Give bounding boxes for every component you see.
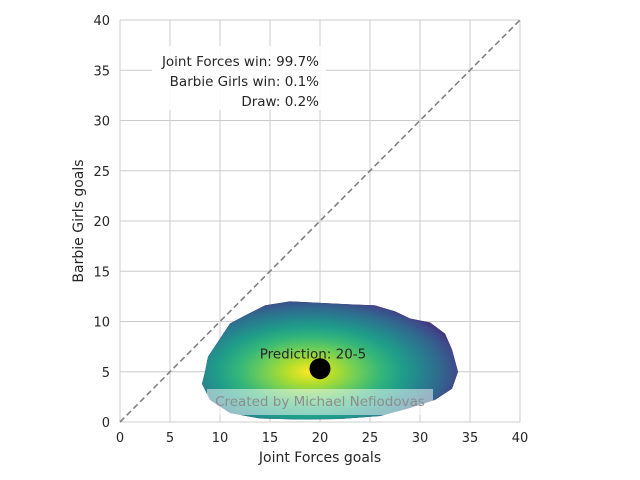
x-tick-label: 10 xyxy=(212,431,229,446)
x-tick-label: 5 xyxy=(166,431,174,446)
x-tick-label: 20 xyxy=(312,431,329,446)
probability-text: Barbie Girls win: 0.1% xyxy=(170,74,319,90)
y-tick-label: 5 xyxy=(102,366,110,381)
x-tick-label: 35 xyxy=(462,431,479,446)
tick-labels: 0 5 10 15 20 25 30 35 40 0 5 10 15 20 25 30 35 40 xyxy=(93,14,528,446)
probability-text: Draw: 0.2% xyxy=(241,94,319,110)
x-tick-label: 30 xyxy=(412,431,429,446)
probability-box-bg xyxy=(152,46,326,110)
x-tick-label: 0 xyxy=(116,431,124,446)
probability-box: Joint Forces win: 99.7% Barbie Girls win:… xyxy=(152,46,326,110)
x-axis-label: Joint Forces goals xyxy=(258,450,381,466)
y-tick-label: 10 xyxy=(93,316,110,331)
probability-text: Joint Forces win: 99.7% xyxy=(161,54,319,70)
x-tick-label: 25 xyxy=(362,431,379,446)
credit-layer: Created by Michael Nefiodovas xyxy=(207,389,433,415)
credit-box xyxy=(207,389,433,415)
x-tick-label: 15 xyxy=(262,431,279,446)
prediction-dot xyxy=(309,358,331,380)
y-tick-label: 0 xyxy=(102,416,110,431)
y-tick-label: 35 xyxy=(93,64,110,79)
y-tick-label: 15 xyxy=(93,265,110,280)
prediction-layer: Prediction: 20-5 xyxy=(260,347,367,380)
x-tick-label: 40 xyxy=(512,431,529,446)
prediction-label: Prediction: 20-5 xyxy=(260,347,367,363)
y-axis-label: Barbie Girls goals xyxy=(71,159,87,282)
y-tick-label: 20 xyxy=(93,215,110,230)
y-tick-label: 30 xyxy=(93,115,110,130)
credit-text: Created by Michael Nefiodovas xyxy=(215,394,425,410)
y-tick-label: 25 xyxy=(93,165,110,180)
y-tick-label: 40 xyxy=(93,14,110,29)
